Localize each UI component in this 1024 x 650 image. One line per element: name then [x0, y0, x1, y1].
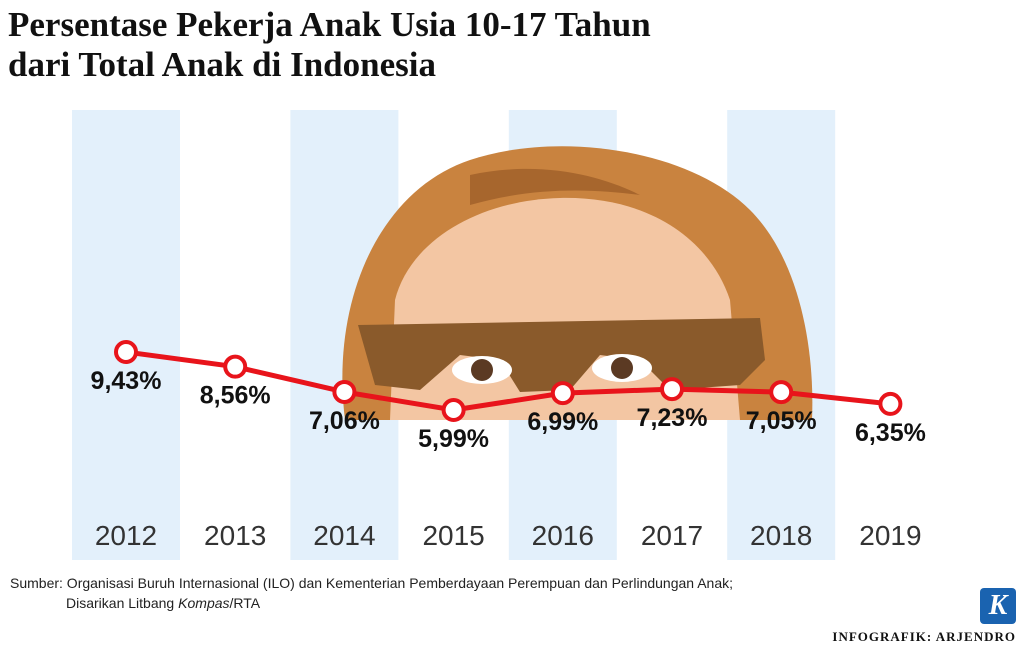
point — [441, 398, 466, 422]
point — [114, 340, 138, 364]
source: Disarikan Litbang — [66, 595, 174, 611]
hair-shade — [470, 168, 640, 205]
source: Sumber: Organisasi Buruh Internasional (… — [10, 575, 733, 591]
x-tick-label: 2018 — [750, 520, 812, 551]
point — [550, 381, 575, 406]
stripe — [72, 110, 180, 560]
line — [125, 349, 891, 413]
point — [878, 391, 903, 416]
logo-box — [980, 588, 1016, 624]
value-label: 6,99% — [527, 408, 598, 436]
value-label: 7,06% — [309, 407, 380, 435]
source: Disarikan Litbang Kompas/RTA — [66, 595, 261, 611]
point — [769, 380, 794, 405]
value-label: 7,23% — [637, 404, 708, 432]
source: /RTA — [230, 595, 261, 611]
pupil — [611, 357, 633, 379]
logo: K — [988, 590, 1010, 621]
source: Kompas — [178, 595, 229, 611]
value-label: 9,43% — [91, 367, 162, 395]
value-label: 8,56% — [200, 382, 271, 410]
x-tick-label: 2017 — [641, 520, 703, 551]
x-tick-label: 2016 — [532, 520, 594, 551]
value-label: 6,35% — [855, 419, 926, 447]
value-label: 7,05% — [746, 407, 817, 435]
x-tick-label: 2012 — [95, 520, 157, 551]
point — [332, 379, 357, 404]
credit: INFOGRAFIK: ARJENDRO — [832, 629, 1016, 644]
x-tick-label: 2014 — [313, 520, 375, 551]
x-tick-label: 2013 — [204, 520, 266, 551]
chart-title: Persentase Pekerja Anak Usia 10-17 Tahun — [8, 5, 651, 44]
point — [223, 354, 248, 379]
chart-title: dari Total Anak di Indonesia — [8, 45, 436, 84]
x-tick-label: 2015 — [422, 520, 484, 551]
pupil — [471, 359, 493, 381]
illustration — [342, 146, 813, 420]
glasses — [358, 318, 765, 392]
point — [660, 377, 684, 402]
x-tick-label: 2019 — [859, 520, 921, 551]
value-label: 5,99% — [418, 425, 489, 453]
